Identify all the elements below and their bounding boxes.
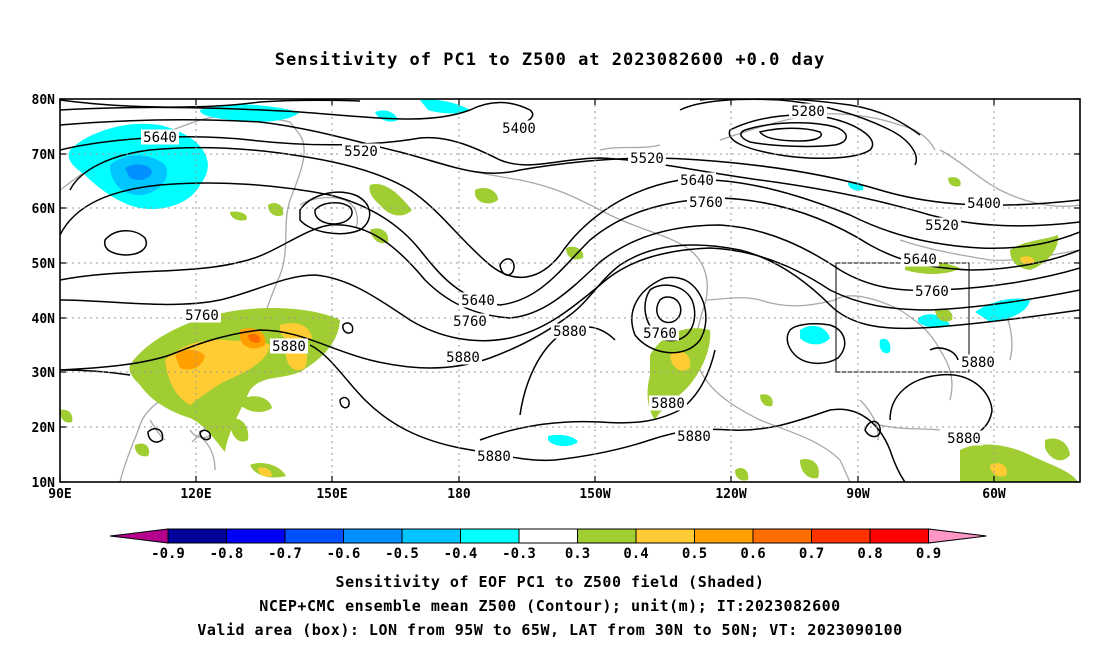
contour-label: 5640 bbox=[461, 293, 495, 309]
contour-label: 5760 bbox=[185, 308, 219, 324]
lon-label: 90E bbox=[48, 487, 71, 502]
contour-label: 5520 bbox=[344, 144, 378, 160]
colorbar-swatch bbox=[226, 528, 286, 544]
colorbar-label: 0.3 bbox=[565, 546, 590, 562]
colorbar-label: 0.8 bbox=[857, 546, 882, 562]
colorbar-label: 0.6 bbox=[740, 546, 765, 562]
colorbar-swatch bbox=[343, 528, 403, 544]
colorbar-swatch bbox=[518, 528, 578, 544]
colorbar-swatch bbox=[460, 528, 520, 544]
colorbar-high-arrow bbox=[928, 528, 987, 544]
contour-label: 5520 bbox=[925, 218, 959, 234]
contour-label: 5280 bbox=[791, 104, 825, 120]
contour-label: 5880 bbox=[947, 431, 981, 447]
colorbar-low-arrow bbox=[109, 528, 169, 544]
caption-line-2: NCEP+CMC ensemble mean Z500 (Contour); u… bbox=[259, 597, 841, 615]
lon-label: 60W bbox=[982, 487, 1006, 502]
caption-line-1: Sensitivity of EOF PC1 to Z500 field (Sh… bbox=[335, 573, 765, 591]
contour-label: 5760 bbox=[915, 284, 949, 300]
gridlines bbox=[59, 98, 1080, 483]
latitude-labels: 80N 70N 60N 50N 40N 30N 20N 10N bbox=[32, 93, 56, 491]
colorbar-label: -0.7 bbox=[268, 546, 302, 562]
colorbar-label: 0.4 bbox=[623, 546, 648, 562]
colorbar: -0.9 -0.8 -0.7 -0.6 -0.5 -0.4 -0.3 0.3 0.4 0.5 0.6… bbox=[109, 528, 987, 562]
colorbar-swatch bbox=[869, 528, 929, 544]
colorbar-swatch bbox=[577, 528, 637, 544]
contour-label: 5880 bbox=[553, 324, 587, 340]
chart-title: Sensitivity of PC1 to Z500 at 2023082600… bbox=[274, 50, 826, 70]
contour-label: 5400 bbox=[967, 196, 1001, 212]
lat-label: 80N bbox=[32, 93, 56, 108]
contour-label: 5760 bbox=[453, 314, 487, 330]
colorbar-label: -0.5 bbox=[385, 546, 419, 562]
contour-label: 5640 bbox=[143, 130, 177, 146]
colorbar-swatch bbox=[167, 528, 227, 544]
contour-label: 5880 bbox=[677, 429, 711, 445]
longitude-labels: 90E 120E 150E 180 150W 120W 90W 60W bbox=[48, 487, 1006, 502]
caption-line-3: Valid area (box): LON from 95W to 65W, L… bbox=[197, 621, 903, 639]
contour-label: 5880 bbox=[961, 355, 995, 371]
colorbar-swatch bbox=[284, 528, 344, 544]
lat-label: 30N bbox=[32, 366, 56, 381]
lat-label: 40N bbox=[32, 312, 56, 327]
colorbar-label: -0.3 bbox=[502, 546, 536, 562]
colorbar-label: -0.4 bbox=[444, 546, 478, 562]
colorbar-label: 0.5 bbox=[682, 546, 707, 562]
colorbar-swatch bbox=[635, 528, 695, 544]
contour-label: 5640 bbox=[903, 252, 937, 268]
colorbar-label: -0.8 bbox=[210, 546, 244, 562]
lat-label: 10N bbox=[32, 476, 56, 491]
lat-label: 60N bbox=[32, 202, 56, 217]
lon-label: 120E bbox=[180, 487, 211, 502]
colorbar-label: 0.7 bbox=[799, 546, 824, 562]
contour-label: 5760 bbox=[689, 195, 723, 211]
lat-label: 70N bbox=[32, 148, 56, 163]
contour-labels: 5280 5400 5400 5520 5520 5520 5640 5640 5640 5640… bbox=[141, 103, 1003, 465]
contour-label: 5520 bbox=[630, 151, 664, 167]
contour-label: 5400 bbox=[502, 121, 536, 137]
lon-label: 90W bbox=[846, 487, 870, 502]
contour-label: 5880 bbox=[651, 396, 685, 412]
colorbar-swatch bbox=[401, 528, 461, 544]
colorbar-label: -0.6 bbox=[327, 546, 361, 562]
lat-label: 50N bbox=[32, 257, 56, 272]
lon-label: 180 bbox=[447, 487, 471, 502]
contour-label: 5880 bbox=[272, 339, 306, 355]
lon-label: 120W bbox=[715, 487, 746, 502]
lat-label: 20N bbox=[32, 421, 56, 436]
lon-label: 150E bbox=[316, 487, 347, 502]
map-frame bbox=[59, 98, 1081, 483]
colorbar-swatch bbox=[811, 528, 871, 544]
colorbar-label: -0.9 bbox=[151, 546, 185, 562]
lon-label: 150W bbox=[579, 487, 610, 502]
colorbar-label: 0.9 bbox=[916, 546, 941, 562]
contour-label: 5640 bbox=[680, 173, 714, 189]
colorbar-swatch bbox=[752, 528, 812, 544]
contour-label: 5880 bbox=[446, 350, 480, 366]
colorbar-swatch bbox=[694, 528, 754, 544]
contour-label: 5880 bbox=[477, 449, 511, 465]
contour-label: 5760 bbox=[643, 326, 677, 342]
